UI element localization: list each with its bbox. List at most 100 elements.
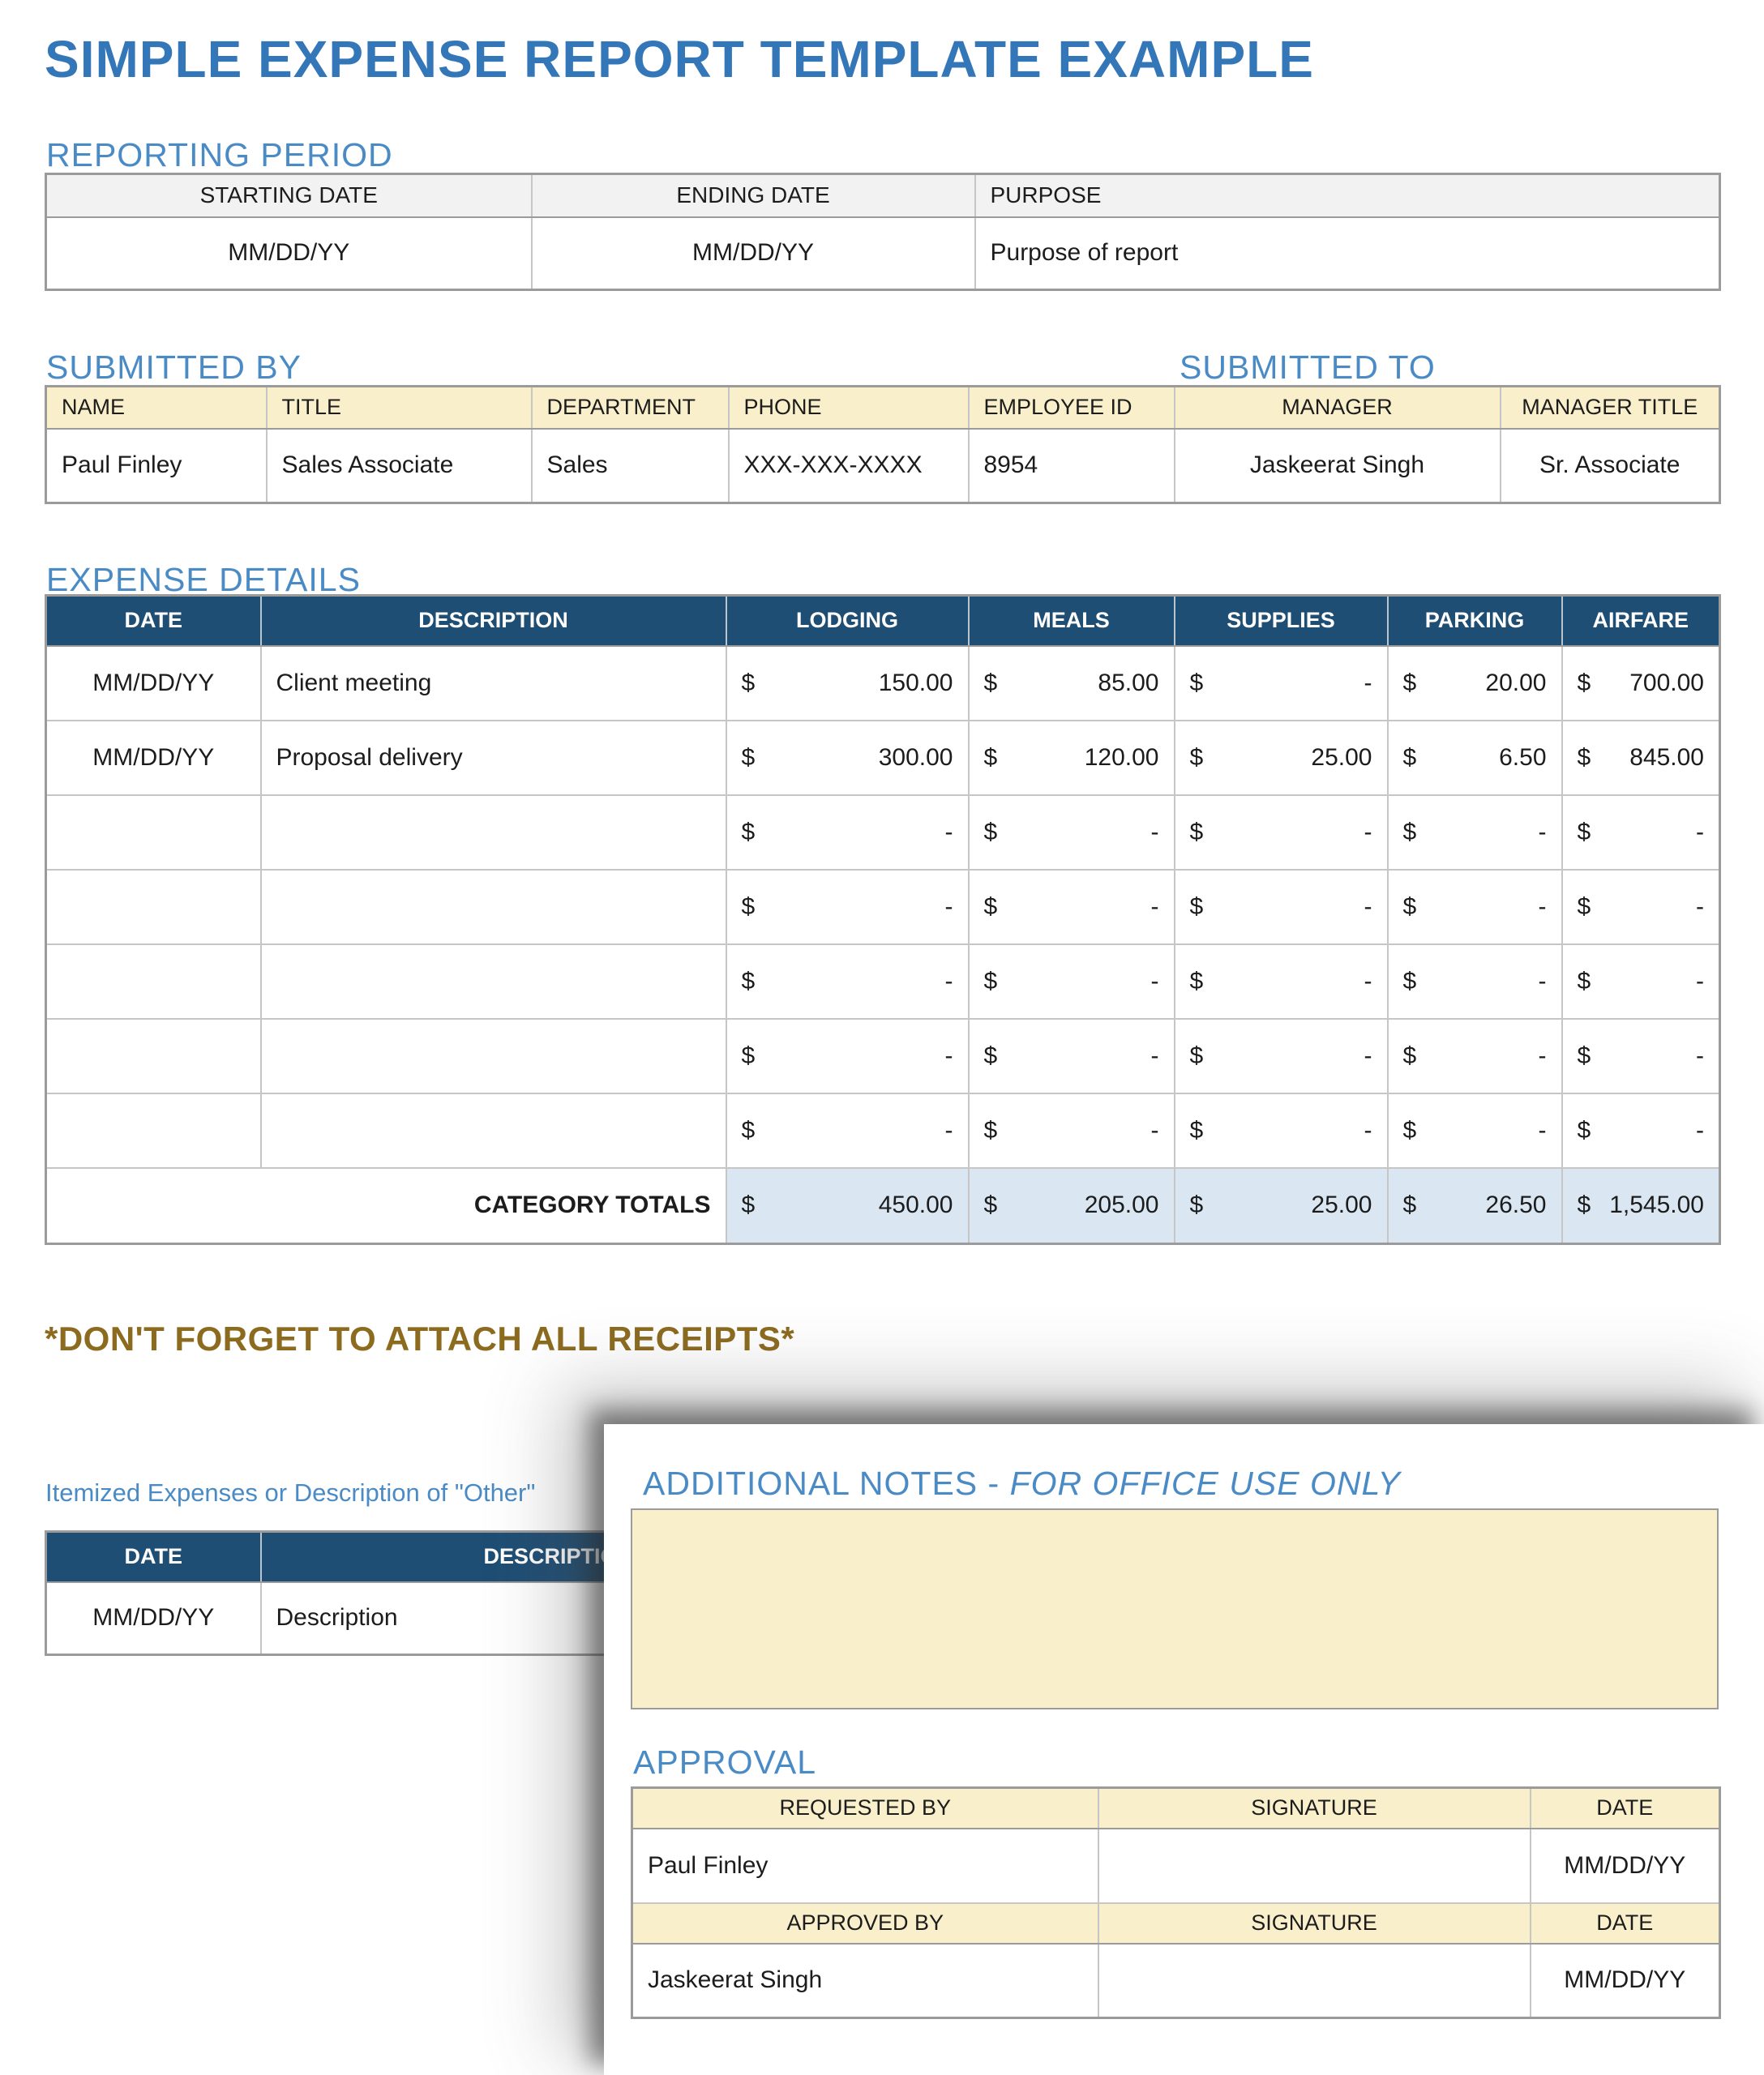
lodging-cell[interactable]: $ - xyxy=(725,943,970,1020)
expense-description-cell[interactable] xyxy=(259,1017,727,1094)
expense-date-cell[interactable] xyxy=(45,943,262,1020)
expense-description-cell[interactable] xyxy=(259,1092,727,1169)
currency-symbol: $ xyxy=(1577,743,1591,771)
approval-table: REQUESTED BY SIGNATURE DATE Paul Finley … xyxy=(631,1786,1721,2019)
additional-notes-box[interactable] xyxy=(631,1508,1719,1709)
meals-cell[interactable]: $ - xyxy=(967,943,1175,1020)
meals-cell[interactable]: $ - xyxy=(967,794,1175,871)
title-value[interactable]: Sales Associate xyxy=(265,427,533,504)
requested-by-header: REQUESTED BY xyxy=(631,1786,1099,1829)
page-title: SIMPLE EXPENSE REPORT TEMPLATE EXAMPLE xyxy=(45,30,1314,88)
parking-cell[interactable]: $ - xyxy=(1386,1017,1563,1094)
requested-by-name-cell[interactable]: Paul Finley xyxy=(631,1827,1099,1904)
meals-cell[interactable]: $ - xyxy=(967,1092,1175,1169)
supplies-cell[interactable]: $ - xyxy=(1173,1017,1389,1094)
parking-cell[interactable]: $ - xyxy=(1386,1092,1563,1169)
approved-by-name-cell[interactable]: Jaskeerat Singh xyxy=(631,1942,1099,2019)
expense-date-cell[interactable]: MM/DD/YY xyxy=(45,719,262,796)
manager-value[interactable]: Jaskeerat Singh xyxy=(1173,427,1501,504)
currency-symbol: $ xyxy=(741,743,756,771)
expense-description-cell[interactable] xyxy=(259,943,727,1020)
currency-symbol: $ xyxy=(983,892,998,920)
expense-date-cell[interactable] xyxy=(45,794,262,871)
airfare-cell[interactable]: $845.00 xyxy=(1561,719,1721,796)
supplies-cell[interactable]: $ - xyxy=(1173,943,1389,1020)
airfare-cell[interactable]: $ - xyxy=(1561,1092,1721,1169)
amount-value: - xyxy=(1150,818,1159,845)
meals-cell[interactable]: $ - xyxy=(967,1017,1175,1094)
expense-date-cell[interactable] xyxy=(45,1017,262,1094)
supplies-cell[interactable]: $ - xyxy=(1173,868,1389,945)
currency-symbol: $ xyxy=(1402,1042,1417,1069)
expense-date-cell[interactable] xyxy=(45,1092,262,1169)
manager-title-value[interactable]: Sr. Associate xyxy=(1499,427,1721,504)
supplies-cell[interactable]: $ - xyxy=(1173,794,1389,871)
airfare-cell[interactable]: $ - xyxy=(1561,868,1721,945)
parking-cell[interactable]: $ - xyxy=(1386,794,1563,871)
airfare-cell[interactable]: $ - xyxy=(1561,943,1721,1020)
meals-cell[interactable]: $120.00 xyxy=(967,719,1175,796)
ending-date-header: ENDING DATE xyxy=(530,173,976,218)
currency-symbol: $ xyxy=(1402,967,1417,995)
phone-value[interactable]: XXX-XXX-XXXX xyxy=(727,427,970,504)
parking-cell[interactable]: $ - xyxy=(1386,943,1563,1020)
currency-symbol: $ xyxy=(1402,892,1417,920)
currency-symbol: $ xyxy=(1402,743,1417,771)
expense-row: $ - $ - $ - $ - $ - xyxy=(45,868,1721,945)
expense-description-cell[interactable] xyxy=(259,794,727,871)
supplies-cell[interactable]: $ - xyxy=(1173,644,1389,721)
title-header: TITLE xyxy=(265,385,533,430)
starting-date-value[interactable]: MM/DD/YY xyxy=(45,216,533,291)
approved-signature-cell[interactable] xyxy=(1097,1942,1531,2019)
amount-value: - xyxy=(1364,669,1372,696)
lodging-cell[interactable]: $ - xyxy=(725,1017,970,1094)
expense-description-cell[interactable]: Proposal delivery xyxy=(259,719,727,796)
itemized-date-cell[interactable]: MM/DD/YY xyxy=(45,1581,262,1656)
lodging-cell[interactable]: $150.00 xyxy=(725,644,970,721)
parking-cell[interactable]: $6.50 xyxy=(1386,719,1563,796)
requested-date-cell[interactable]: MM/DD/YY xyxy=(1529,1827,1721,1904)
supplies-cell[interactable]: $ - xyxy=(1173,1092,1389,1169)
parking-col-header: PARKING xyxy=(1386,594,1563,647)
currency-symbol: $ xyxy=(983,743,998,771)
meals-cell[interactable]: $85.00 xyxy=(967,644,1175,721)
expense-date-cell[interactable] xyxy=(45,868,262,945)
parking-cell[interactable]: $20.00 xyxy=(1386,644,1563,721)
currency-symbol: $ xyxy=(741,669,756,696)
currency-symbol: $ xyxy=(741,967,756,995)
name-value[interactable]: Paul Finley xyxy=(45,427,268,504)
submitted-to-heading: SUBMITTED TO xyxy=(1180,349,1436,386)
airfare-cell[interactable]: $ - xyxy=(1561,1017,1721,1094)
approved-date-cell[interactable]: MM/DD/YY xyxy=(1529,1942,1721,2019)
total-value: 1,545.00 xyxy=(1609,1192,1704,1219)
expense-details-heading: EXPENSE DETAILS xyxy=(46,561,361,598)
lodging-cell[interactable]: $ - xyxy=(725,794,970,871)
ending-date-value[interactable]: MM/DD/YY xyxy=(530,216,976,291)
amount-value: 120.00 xyxy=(1084,743,1159,771)
purpose-value[interactable]: Purpose of report xyxy=(974,216,1721,291)
airfare-cell[interactable]: $ - xyxy=(1561,794,1721,871)
lodging-cell[interactable]: $ - xyxy=(725,868,970,945)
signature-header: SIGNATURE xyxy=(1097,1902,1531,1945)
currency-symbol: $ xyxy=(1402,669,1417,696)
employee-id-value[interactable]: 8954 xyxy=(967,427,1175,504)
requested-signature-cell[interactable] xyxy=(1097,1827,1531,1904)
expense-description-cell[interactable]: Client meeting xyxy=(259,644,727,721)
office-use-panel: ADDITIONAL NOTES - FOR OFFICE USE ONLY A… xyxy=(604,1424,1764,2075)
expense-date-cell[interactable]: MM/DD/YY xyxy=(45,644,262,721)
meals-cell[interactable]: $ - xyxy=(967,868,1175,945)
lodging-cell[interactable]: $ - xyxy=(725,1092,970,1169)
amount-value: - xyxy=(1364,892,1372,920)
currency-symbol: $ xyxy=(983,669,998,696)
expense-description-cell[interactable] xyxy=(259,868,727,945)
amount-value: - xyxy=(1696,1116,1704,1144)
amount-value: 6.50 xyxy=(1499,743,1547,771)
parking-cell[interactable]: $ - xyxy=(1386,868,1563,945)
lodging-cell[interactable]: $300.00 xyxy=(725,719,970,796)
currency-symbol: $ xyxy=(983,1042,998,1069)
lodging-total-cell: $450.00 xyxy=(725,1166,970,1245)
airfare-cell[interactable]: $700.00 xyxy=(1561,644,1721,721)
department-value[interactable]: Sales xyxy=(530,427,730,504)
currency-symbol: $ xyxy=(741,1116,756,1144)
supplies-cell[interactable]: $25.00 xyxy=(1173,719,1389,796)
